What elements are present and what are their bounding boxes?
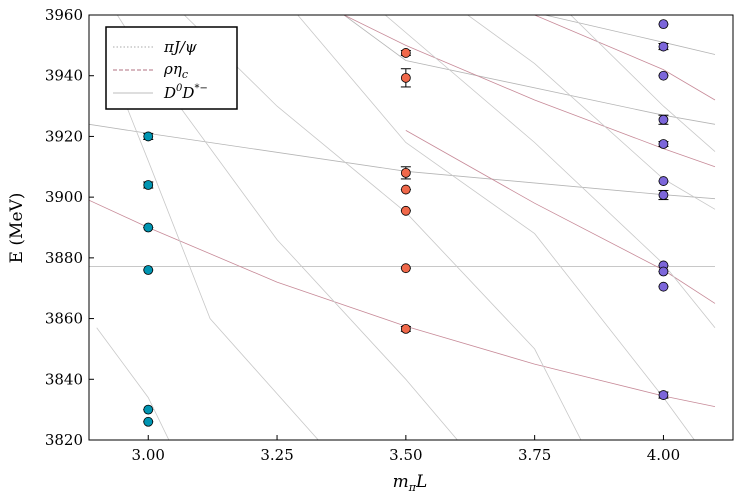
data-point: [400, 48, 411, 58]
threshold-curve: [384, 15, 716, 328]
legend-label-rho-etac: ρηc: [163, 60, 188, 81]
data-marker: [658, 390, 669, 400]
data-point: [658, 266, 669, 277]
y-tick-label: 3940: [45, 67, 83, 85]
data-point: [143, 180, 154, 190]
x-tick-label: 3.00: [132, 446, 165, 464]
y-tick-label: 3840: [45, 370, 83, 388]
threshold-curve: [343, 15, 716, 168]
x-axis-ticks: 3.00 3.25 3.50 3.75 4.00: [132, 435, 680, 464]
legend-label-pi-jpsi: πJ/ψ: [163, 38, 197, 56]
threshold-curve: [534, 15, 716, 101]
data-marker: [658, 41, 669, 52]
data-point: [400, 323, 411, 334]
data-point: [658, 139, 669, 149]
data-marker: [143, 180, 154, 190]
threshold-curve: [184, 15, 582, 440]
threshold-curve: [570, 15, 716, 152]
data-marker: [400, 323, 411, 334]
data-point: [658, 189, 669, 201]
data-marker: [658, 281, 669, 292]
x-tick-label: 3.50: [389, 446, 422, 464]
legend: πJ/ψ ρηc D0D*−: [105, 26, 238, 110]
x-tick-label: 3.25: [260, 446, 293, 464]
threshold-curve: [297, 15, 695, 440]
data-point: [400, 184, 411, 195]
data-point: [658, 70, 669, 81]
data-marker: [143, 416, 154, 427]
data-marker: [143, 222, 154, 233]
data-point: [143, 265, 154, 275]
x-tick-label: 4.00: [647, 446, 680, 464]
data-point: [658, 176, 669, 186]
y-axis-ticks: 3820 3840 3860 3880 3900 3920 3940 3960: [45, 6, 94, 449]
data-marker: [143, 131, 154, 142]
data-point: [658, 41, 669, 52]
y-tick-label: 3820: [45, 431, 83, 449]
data-point: [658, 281, 669, 292]
data-point: [400, 166, 411, 180]
data-points: [143, 19, 669, 427]
data-point: [143, 131, 154, 142]
threshold-curve: [106, 57, 319, 440]
data-marker: [658, 70, 669, 81]
y-tick-label: 3920: [45, 127, 83, 145]
plot-frame: [88, 14, 734, 441]
threshold-curve: [96, 327, 170, 440]
data-marker: [143, 265, 154, 275]
data-point: [143, 416, 154, 427]
data-marker: [658, 139, 669, 149]
data-point: [143, 404, 154, 415]
threshold-curve: [405, 130, 716, 304]
y-tick-label: 3900: [45, 188, 83, 206]
y-tick-label: 3860: [45, 310, 83, 328]
data-marker: [400, 184, 411, 195]
x-tick-label: 3.75: [518, 446, 551, 464]
data-point: [658, 114, 669, 125]
data-marker: [400, 167, 411, 178]
y-axis-label: E (MeV): [7, 193, 27, 264]
threshold-curve: [467, 15, 716, 210]
y-tick-label: 3960: [45, 6, 83, 24]
data-point: [658, 19, 669, 30]
data-marker: [400, 48, 411, 58]
data-point: [143, 222, 154, 233]
threshold-curve: [544, 15, 716, 55]
data-marker: [400, 72, 411, 83]
data-marker: [400, 263, 411, 274]
x-axis-label: mπL: [393, 472, 428, 494]
legend-box: [105, 26, 238, 110]
data-marker: [658, 176, 669, 186]
data-marker: [658, 190, 669, 200]
data-marker: [400, 205, 411, 216]
data-point: [658, 390, 669, 400]
data-marker: [658, 19, 669, 30]
data-marker: [658, 266, 669, 277]
data-marker: [658, 114, 669, 125]
y-tick-label: 3880: [45, 249, 83, 267]
data-point: [400, 263, 411, 274]
data-marker: [143, 404, 154, 415]
threshold-curve: [343, 15, 716, 125]
data-point: [400, 68, 411, 88]
data-point: [400, 205, 411, 216]
